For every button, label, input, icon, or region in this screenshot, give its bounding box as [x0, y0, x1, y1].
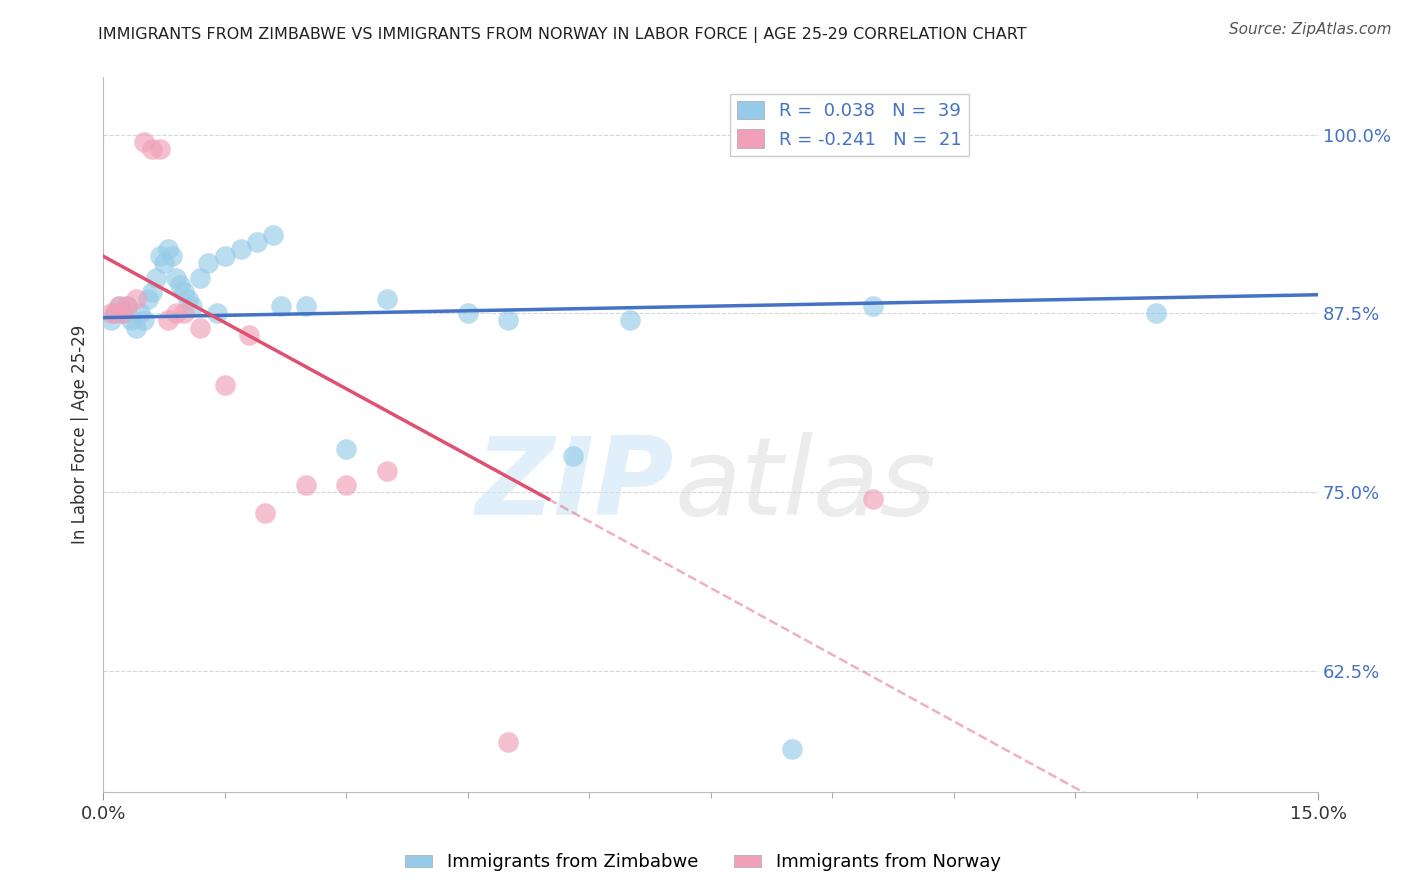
Point: [246, 235, 269, 249]
Text: atlas: atlas: [675, 433, 936, 537]
Point: [100, 313, 122, 327]
Point: [214, 377, 236, 392]
Point: [121, 313, 143, 327]
Point: [1144, 306, 1167, 320]
Point: [108, 299, 131, 313]
Point: [188, 270, 211, 285]
Point: [104, 306, 127, 320]
Point: [117, 299, 139, 313]
Point: [132, 313, 155, 327]
Point: [862, 492, 884, 507]
Point: [145, 270, 167, 285]
Point: [181, 299, 204, 313]
Point: [173, 306, 195, 320]
Point: [153, 256, 176, 270]
Point: [128, 306, 150, 320]
Point: [165, 270, 187, 285]
Point: [229, 242, 252, 256]
Point: [149, 142, 172, 156]
Point: [619, 313, 641, 327]
Point: [254, 507, 277, 521]
Text: ZIP: ZIP: [475, 432, 675, 538]
Text: Source: ZipAtlas.com: Source: ZipAtlas.com: [1229, 22, 1392, 37]
Point: [156, 242, 179, 256]
Point: [160, 249, 183, 263]
Point: [117, 299, 139, 313]
Y-axis label: In Labor Force | Age 25-29: In Labor Force | Age 25-29: [72, 326, 89, 544]
Point: [100, 306, 122, 320]
Point: [238, 327, 260, 342]
Point: [141, 285, 163, 299]
Point: [173, 285, 195, 299]
Point: [165, 306, 187, 320]
Point: [496, 313, 519, 327]
Point: [104, 306, 127, 320]
Point: [496, 735, 519, 749]
Point: [132, 135, 155, 149]
Point: [112, 306, 135, 320]
Point: [141, 142, 163, 156]
Point: [294, 478, 316, 492]
Text: IMMIGRANTS FROM ZIMBABWE VS IMMIGRANTS FROM NORWAY IN LABOR FORCE | AGE 25-29 CO: IMMIGRANTS FROM ZIMBABWE VS IMMIGRANTS F…: [98, 27, 1026, 43]
Point: [177, 292, 200, 306]
Legend: R =  0.038   N =  39, R = -0.241   N =  21: R = 0.038 N = 39, R = -0.241 N = 21: [730, 94, 969, 156]
Legend: Immigrants from Zimbabwe, Immigrants from Norway: Immigrants from Zimbabwe, Immigrants fro…: [398, 847, 1008, 879]
Point: [149, 249, 172, 263]
Point: [294, 299, 316, 313]
Point: [124, 292, 146, 306]
Point: [335, 442, 357, 457]
Point: [188, 320, 211, 334]
Point: [335, 478, 357, 492]
Point: [375, 292, 398, 306]
Point: [156, 313, 179, 327]
Point: [780, 742, 803, 756]
Point: [197, 256, 219, 270]
Point: [262, 227, 284, 242]
Point: [112, 306, 135, 320]
Point: [862, 299, 884, 313]
Point: [561, 450, 583, 464]
Point: [270, 299, 292, 313]
Point: [108, 299, 131, 313]
Point: [214, 249, 236, 263]
Point: [375, 464, 398, 478]
Point: [169, 277, 191, 292]
Point: [124, 320, 146, 334]
Point: [205, 306, 228, 320]
Point: [136, 292, 159, 306]
Point: [457, 306, 479, 320]
